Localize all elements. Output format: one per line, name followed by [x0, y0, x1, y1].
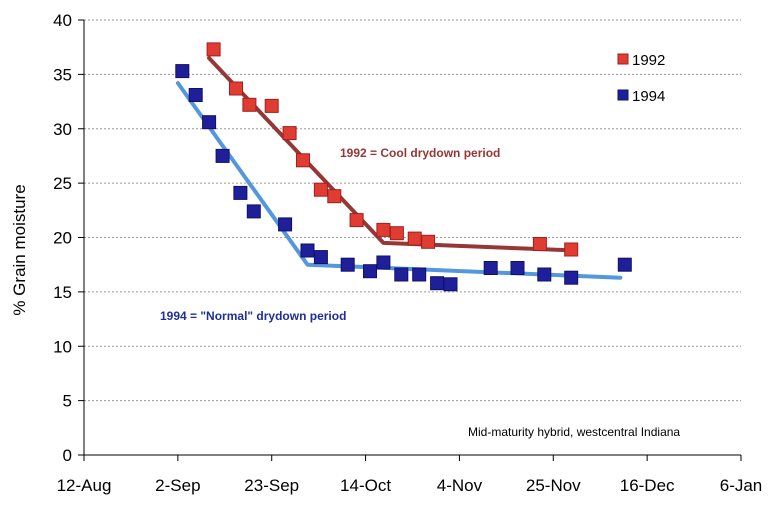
y-tick-label-40: 40 [53, 11, 72, 30]
point-1992-7 [327, 189, 342, 204]
y-tick-label-25: 25 [53, 174, 72, 193]
point-1992-6 [313, 182, 328, 197]
point-1994-17 [510, 261, 525, 275]
point-1994-9 [340, 257, 355, 272]
y-tick-label-35: 35 [53, 65, 72, 84]
point-1994-3 [215, 148, 230, 163]
point-1994-19 [564, 270, 579, 285]
point-1992-1 [229, 81, 243, 96]
point-1992-2 [242, 97, 257, 112]
point-1992-12 [421, 234, 436, 249]
y-tick-label-30: 30 [53, 120, 72, 139]
point-1992-9 [376, 222, 391, 237]
y-tick-label-20: 20 [53, 229, 72, 248]
point-1994-6 [278, 217, 293, 232]
point-1992-14 [564, 242, 579, 257]
data-points [175, 42, 632, 292]
legend-marker-1994 [617, 89, 629, 101]
point-1994-1 [188, 88, 203, 102]
legend-label-1994: 1994 [632, 88, 665, 105]
point-1994-11 [376, 255, 391, 270]
x-tick-label-12-Aug: 12-Aug [57, 476, 112, 495]
point-1992-4 [282, 126, 297, 141]
y-tick-label-15: 15 [53, 283, 72, 302]
point-1994-13 [412, 267, 427, 282]
annotation-1994: 1994 = "Normal" drydown period [160, 309, 346, 323]
y-tick-label-0: 0 [63, 446, 72, 465]
point-1992-8 [349, 213, 364, 228]
y-tick-label-5: 5 [63, 392, 72, 411]
legend-label-1992: 1992 [632, 52, 665, 69]
annotation-hybrid-note: Mid-maturity hybrid, westcentral Indiana [468, 425, 680, 439]
axes [78, 19, 742, 461]
tick-labels: 0 5 10 15 20 25 30 35 40 12-Aug 2-Sep 23-Sep 14-Oct 4… [53, 11, 762, 495]
point-1992-10 [389, 226, 404, 241]
point-1994-2 [202, 115, 217, 130]
point-1994-0 [175, 64, 190, 79]
point-1994-15 [443, 277, 458, 292]
point-1992-11 [407, 231, 422, 246]
x-tick-label-4-Nov: 4-Nov [437, 476, 483, 495]
x-tick-label-16-Dec: 16-Dec [620, 476, 675, 495]
point-1994-12 [394, 267, 409, 282]
point-1994-16 [483, 261, 498, 275]
point-1994-8 [313, 250, 328, 265]
point-1992-13 [532, 237, 547, 251]
y-tick-label-10: 10 [53, 337, 72, 356]
legend: 1992 1994 [617, 52, 665, 105]
x-tick-label-23-Sep: 23-Sep [244, 476, 299, 495]
x-tick-label-14-Oct: 14-Oct [340, 476, 391, 495]
point-1992-0 [206, 42, 221, 57]
point-1994-5 [246, 204, 261, 219]
legend-marker-1992 [617, 53, 629, 65]
point-1994-7 [300, 243, 315, 258]
point-1994-10 [363, 264, 377, 279]
trendline-1992 [207, 56, 578, 253]
point-1992-3 [264, 98, 279, 113]
point-1994-18 [537, 267, 552, 282]
point-1992-5 [296, 153, 310, 168]
x-tick-label-25-Nov: 25-Nov [526, 476, 581, 495]
y-axis-title: % Grain moisture [10, 184, 29, 315]
x-tick-label-2-Sep: 2-Sep [155, 476, 200, 495]
point-1994-20 [617, 257, 632, 272]
trendlines [175, 56, 623, 280]
x-tick-label-6-Jan: 6-Jan [720, 476, 763, 495]
point-1994-4 [233, 185, 248, 200]
annotation-1992: 1992 = Cool drydown period [340, 146, 500, 160]
point-1994-14 [430, 276, 445, 291]
